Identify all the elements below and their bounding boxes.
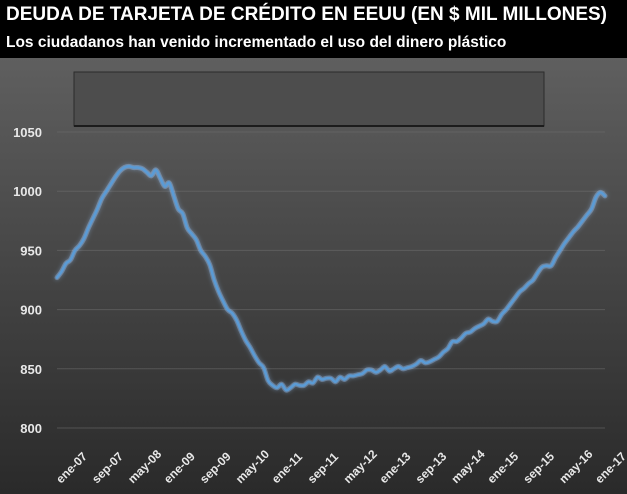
x-tick-label: ene-15 — [484, 449, 521, 486]
x-tick-label: ene-13 — [377, 449, 414, 486]
legend-box — [73, 71, 545, 127]
x-tick-label: may-08 — [125, 447, 164, 486]
x-tick-label: ene-17 — [592, 449, 627, 486]
x-tick-label: ene-07 — [53, 449, 90, 486]
series-line — [55, 165, 607, 392]
y-tick-label: 1000 — [13, 184, 42, 199]
x-tick-label: ene-09 — [161, 449, 198, 486]
chart-title: DEUDA DE TARJETA DE CRÉDITO EN EEUU (EN … — [6, 4, 608, 25]
chart-subtitle: Los ciudadanos han venido incrementado e… — [6, 34, 507, 51]
y-tick-label: 950 — [20, 243, 42, 258]
plot-area — [0, 58, 627, 494]
x-tick-label: may-14 — [449, 447, 488, 486]
x-tick-label: may-10 — [233, 447, 272, 486]
x-tick-label: may-16 — [556, 447, 595, 486]
x-tick-label: may-12 — [341, 447, 380, 486]
y-tick-label: 900 — [20, 303, 42, 318]
y-tick-label: 850 — [20, 362, 42, 377]
x-tick-label: ene-11 — [269, 450, 306, 487]
y-tick-label: 1050 — [13, 125, 42, 140]
x-tick-label: sep-09 — [197, 449, 234, 486]
x-tick-label: sep-07 — [89, 449, 126, 486]
series-line-glow — [54, 163, 608, 393]
x-tick-label: sep-15 — [520, 449, 557, 486]
x-tick-label: sep-11 — [305, 450, 342, 487]
x-tick-label: sep-13 — [413, 449, 450, 486]
y-tick-label: 800 — [20, 421, 42, 436]
